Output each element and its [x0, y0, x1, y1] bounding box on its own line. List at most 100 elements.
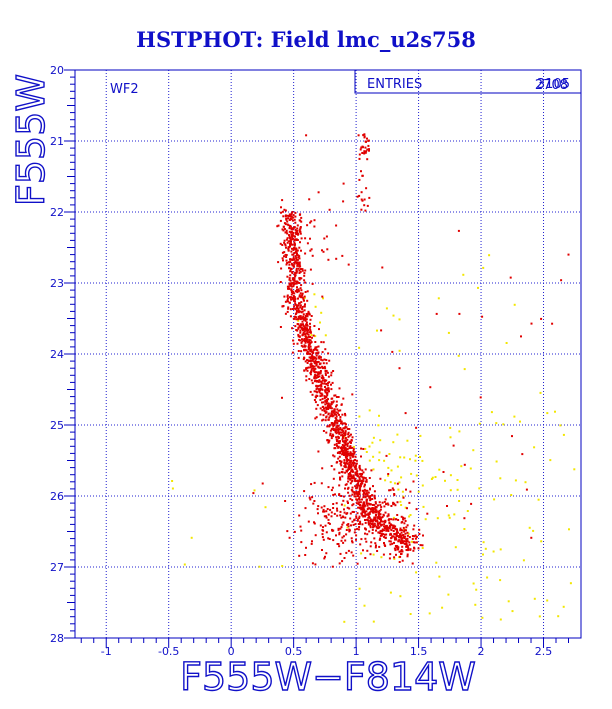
data-point — [412, 549, 415, 552]
data-point — [294, 280, 297, 283]
data-point — [374, 542, 377, 545]
data-point — [291, 227, 294, 230]
data-point — [421, 484, 424, 487]
data-point — [392, 516, 395, 519]
data-point — [319, 387, 322, 390]
data-point — [343, 508, 345, 511]
data-point — [405, 544, 408, 547]
data-point — [395, 528, 398, 531]
data-point — [292, 296, 294, 299]
data-point — [183, 563, 186, 566]
data-point — [366, 549, 369, 552]
y-tick-label: 23 — [50, 277, 64, 290]
data-point — [340, 422, 342, 425]
data-point — [372, 509, 375, 512]
data-point — [403, 540, 406, 543]
data-point — [414, 459, 417, 462]
data-point — [371, 494, 374, 497]
data-point — [375, 506, 378, 509]
data-point — [388, 540, 391, 543]
data-point — [401, 537, 404, 540]
data-point — [300, 268, 302, 271]
data-point — [284, 231, 287, 234]
data-point — [304, 237, 307, 240]
data-point — [414, 454, 417, 457]
data-point — [392, 518, 395, 521]
data-point — [448, 516, 451, 519]
data-point — [309, 350, 312, 353]
data-point — [382, 513, 385, 516]
data-point — [365, 451, 368, 453]
data-point — [308, 342, 311, 345]
data-point — [290, 227, 293, 230]
data-point — [289, 279, 292, 282]
y-tick-label: 21 — [50, 135, 64, 148]
data-point — [309, 339, 312, 342]
data-point — [298, 277, 301, 280]
data-point — [290, 293, 293, 296]
data-point — [287, 247, 290, 250]
data-point — [403, 530, 406, 533]
data-point — [358, 415, 361, 418]
data-point — [314, 367, 317, 370]
data-point — [332, 435, 334, 438]
data-point — [351, 470, 354, 473]
data-point — [337, 409, 340, 412]
data-point — [344, 539, 347, 542]
data-point — [360, 475, 363, 477]
data-point — [335, 461, 338, 464]
data-point — [308, 343, 311, 346]
data-point — [428, 612, 431, 615]
data-point — [330, 413, 333, 416]
data-point — [293, 252, 296, 254]
data-point — [364, 496, 367, 499]
data-point — [326, 508, 329, 510]
data-point — [383, 529, 386, 532]
data-point — [295, 250, 298, 253]
data-point — [306, 366, 309, 369]
data-point — [363, 150, 366, 153]
data-point — [375, 525, 378, 528]
data-point — [325, 383, 328, 386]
data-point — [384, 527, 387, 529]
data-point — [307, 335, 310, 338]
data-point — [309, 336, 312, 338]
data-point — [342, 182, 345, 185]
data-point — [414, 537, 417, 540]
data-point — [367, 519, 370, 522]
data-point — [314, 360, 317, 362]
data-point — [292, 248, 295, 251]
data-point — [349, 472, 351, 474]
data-point — [351, 504, 354, 507]
data-point — [340, 403, 343, 406]
data-point — [309, 249, 312, 252]
data-point — [297, 254, 300, 257]
data-point — [400, 476, 403, 479]
data-point — [347, 466, 350, 469]
data-point — [314, 375, 317, 378]
data-point — [303, 338, 306, 340]
data-point — [316, 404, 319, 407]
data-point — [390, 469, 393, 472]
data-point — [288, 219, 291, 221]
data-point — [344, 447, 347, 449]
data-point — [315, 361, 318, 364]
data-point — [392, 530, 395, 532]
data-point — [392, 525, 395, 528]
data-point — [294, 215, 297, 218]
data-point — [294, 325, 297, 328]
data-point — [356, 475, 359, 478]
data-point — [293, 277, 296, 280]
data-point — [392, 501, 395, 504]
data-point — [336, 428, 339, 431]
data-point — [311, 354, 314, 357]
data-point — [399, 527, 402, 530]
data-point — [399, 540, 402, 543]
data-point — [402, 495, 405, 498]
data-point — [358, 466, 361, 469]
data-point — [292, 234, 295, 237]
data-point — [292, 281, 295, 284]
data-point — [373, 525, 376, 528]
data-point — [360, 455, 362, 458]
data-point — [333, 512, 336, 515]
